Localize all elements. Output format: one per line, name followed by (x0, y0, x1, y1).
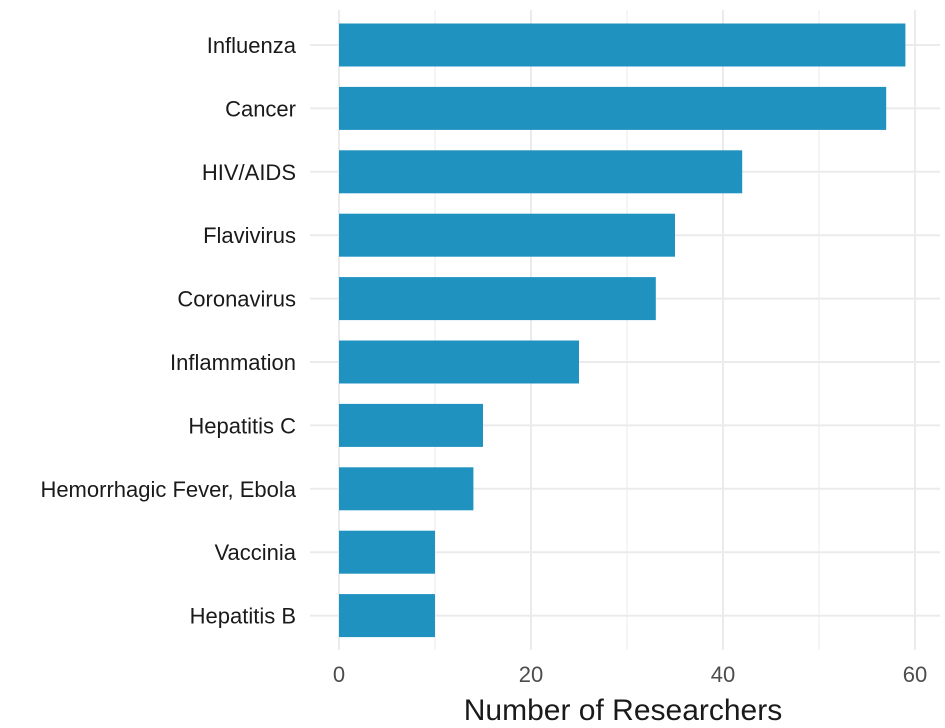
category-label: Hepatitis B (190, 604, 296, 629)
category-label: Inflammation (170, 350, 296, 375)
bar (339, 467, 474, 511)
x-tick-labels: 0 20 40 60 (333, 662, 927, 687)
category-label: Cancer (225, 96, 296, 121)
bar (339, 594, 435, 638)
category-label: Hepatitis C (188, 413, 296, 438)
bar (339, 150, 743, 194)
x-tick-label: 20 (519, 662, 543, 687)
bar (339, 86, 887, 130)
bar (339, 530, 435, 574)
category-labels: Influenza Cancer HIV/AIDS Flavivirus Coronav… (40, 33, 296, 629)
category-label: Coronavirus (177, 287, 296, 312)
bar (339, 403, 483, 447)
category-label: Hemorrhagic Fever, Ebola (40, 477, 296, 502)
category-label: HIV/AIDS (202, 160, 296, 185)
category-label: Flavivirus (203, 223, 296, 248)
x-tick-label: 0 (333, 662, 345, 687)
bar (339, 277, 656, 321)
x-tick-label: 60 (903, 662, 927, 687)
bar (339, 340, 579, 384)
bar (339, 23, 906, 67)
x-axis-title: Number of Researchers (464, 694, 782, 727)
category-label: Vaccinia (214, 540, 296, 565)
category-label: Influenza (207, 33, 297, 58)
bars (339, 23, 906, 638)
bar (339, 213, 675, 257)
x-tick-label: 40 (711, 662, 735, 687)
